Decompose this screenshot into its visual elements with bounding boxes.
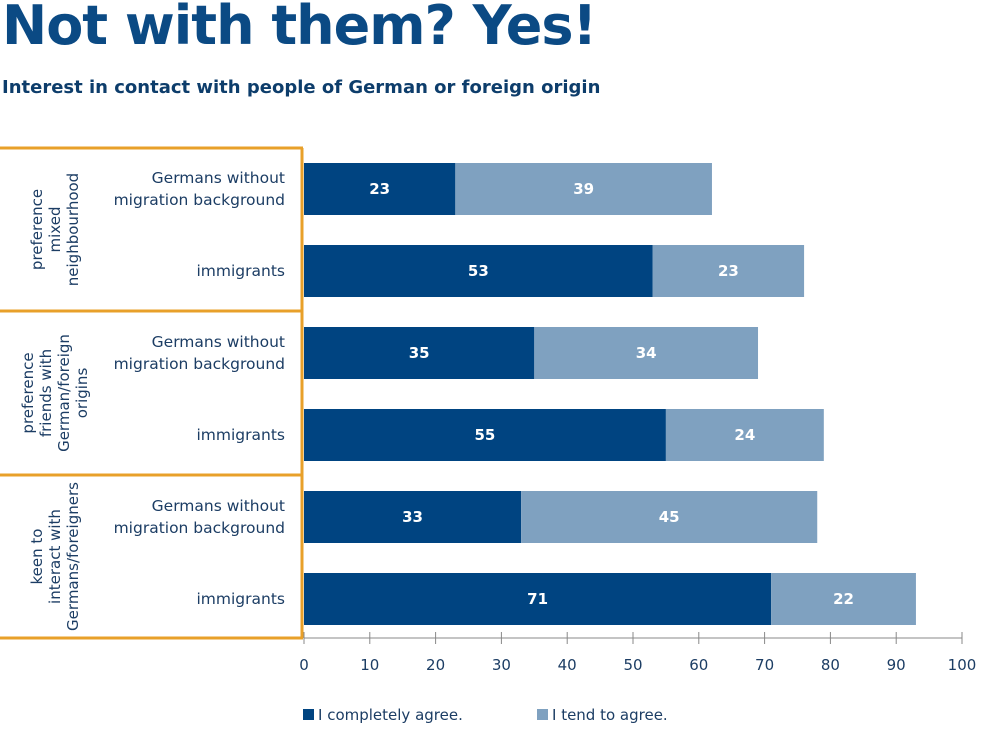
group-label: interact with — [46, 509, 64, 604]
x-tick-label: 80 — [821, 656, 840, 674]
x-tick-label: 70 — [755, 656, 774, 674]
category-label: immigrants — [197, 590, 286, 608]
bar-completely-agree — [304, 245, 653, 297]
group-label: keen to — [28, 529, 46, 585]
data-label: 33 — [402, 508, 423, 526]
group-label: friends with — [37, 349, 55, 437]
legend-label: I completely agree. — [318, 706, 463, 724]
data-label: 24 — [734, 426, 755, 444]
category-label: Germans without — [152, 497, 285, 515]
data-label: 23 — [369, 180, 390, 198]
group-label: neighbourhood — [64, 173, 82, 286]
group-label: mixed — [46, 207, 64, 253]
category-label: immigrants — [197, 262, 286, 280]
x-tick-label: 0 — [299, 656, 309, 674]
data-label: 22 — [833, 590, 854, 608]
data-label: 53 — [468, 262, 489, 280]
x-tick-label: 40 — [558, 656, 577, 674]
category-label: immigrants — [197, 426, 286, 444]
legend-label: I tend to agree. — [552, 706, 668, 724]
data-label: 34 — [636, 344, 657, 362]
x-tick-label: 30 — [492, 656, 511, 674]
group-label: origins — [73, 368, 91, 419]
category-label: Germans without — [152, 169, 285, 187]
bar-tend-to-agree — [455, 163, 712, 215]
bar-tend-to-agree — [771, 573, 916, 625]
group-label: preference — [28, 189, 46, 270]
data-label: 35 — [409, 344, 430, 362]
x-tick-label: 50 — [623, 656, 642, 674]
group-label: preference — [19, 352, 37, 433]
chart-subtitle: Interest in contact with people of Germa… — [2, 77, 601, 98]
data-label: 39 — [573, 180, 594, 198]
bar-tend-to-agree — [534, 327, 759, 379]
bar-completely-agree — [304, 491, 522, 543]
bar-tend-to-agree — [665, 409, 824, 461]
bar-completely-agree — [304, 327, 535, 379]
bar-completely-agree — [304, 163, 456, 215]
group-label: Germans/foreigners — [64, 482, 82, 631]
data-label: 71 — [527, 590, 548, 608]
bar-tend-to-agree — [521, 491, 818, 543]
chart-title: Not with them? Yes! — [2, 0, 597, 57]
data-label: 45 — [659, 508, 680, 526]
bar-completely-agree — [304, 409, 666, 461]
x-tick-label: 10 — [360, 656, 379, 674]
legend-swatch-tend-to-agree — [537, 709, 548, 720]
bar-completely-agree — [304, 573, 772, 625]
category-label: migration background — [114, 519, 285, 537]
group-label: German/foreign — [55, 334, 73, 452]
legend-swatch-completely-agree — [303, 709, 314, 720]
category-label: migration background — [114, 355, 285, 373]
x-tick-label: 60 — [689, 656, 708, 674]
category-label: migration background — [114, 191, 285, 209]
bar-tend-to-agree — [652, 245, 805, 297]
category-label: Germans without — [152, 333, 285, 351]
data-label: 23 — [718, 262, 739, 280]
x-tick-label: 20 — [426, 656, 445, 674]
x-tick-label: 90 — [887, 656, 906, 674]
data-label: 55 — [475, 426, 496, 444]
x-tick-label: 100 — [948, 656, 977, 674]
